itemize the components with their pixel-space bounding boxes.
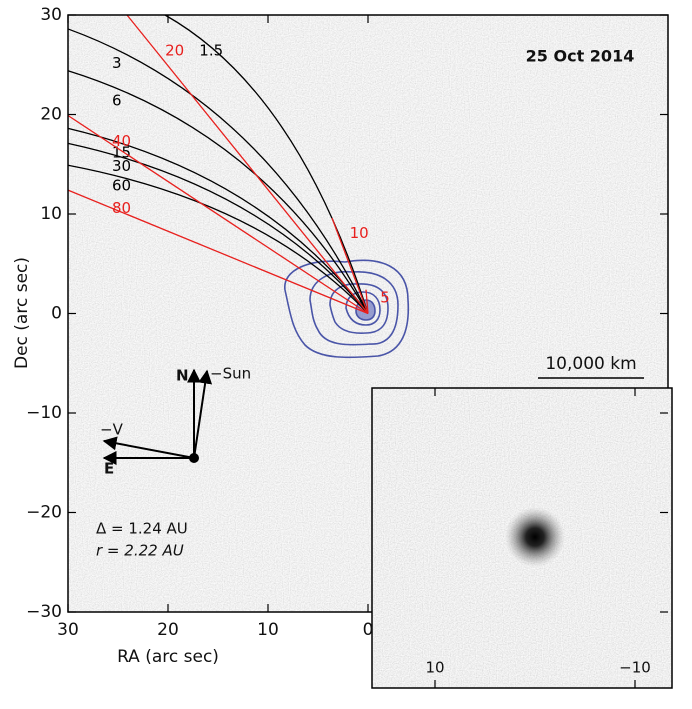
model-line	[67, 164, 369, 314]
inset-frame	[371, 387, 673, 689]
compass	[102, 368, 213, 465]
sun-label: −Sun	[210, 365, 251, 383]
ticks: 30 20 10 0 30 20 10 0 −10 −20 −30 10 −10	[26, 5, 668, 688]
velocity-label: −V	[100, 421, 124, 439]
inset-x-tick-label: −10	[619, 659, 651, 677]
x-tick-label: 20	[157, 620, 179, 640]
x-tick-label: 30	[57, 620, 79, 640]
y-tick-label: 10	[40, 204, 62, 224]
model-line	[365, 289, 369, 314]
line-label: 80	[112, 199, 131, 217]
model-line	[67, 142, 369, 314]
scale-bar-label: 10,000 km	[545, 354, 636, 374]
line-label: 10	[350, 224, 369, 242]
line-label: 40	[112, 132, 131, 150]
y-tick-label: 30	[40, 5, 62, 25]
x-tick-label: 0	[363, 620, 374, 640]
line-label: 20	[165, 41, 184, 59]
model-line	[126, 14, 369, 314]
date-label: 25 Oct 2014	[526, 47, 635, 66]
model-line	[331, 217, 369, 314]
model-line	[67, 28, 369, 314]
inset	[371, 387, 673, 689]
line-label: 6	[112, 91, 122, 109]
line-label: 60	[112, 177, 131, 195]
y-tick-label: −30	[26, 602, 62, 622]
x-axis-label: RA (arc sec)	[117, 647, 219, 667]
y-tick-label: −10	[26, 403, 62, 423]
r-note: r = 2.22 AU	[96, 542, 184, 560]
delta-note: Δ = 1.24 AU	[96, 520, 188, 538]
model-line	[67, 70, 369, 314]
model-line	[67, 114, 369, 315]
x-tick-label: 10	[257, 620, 279, 640]
y-tick-label: 20	[40, 105, 62, 125]
east-label: E	[104, 460, 114, 478]
inset-nucleus	[505, 507, 565, 567]
model-line	[67, 127, 369, 314]
line-label: 1.5	[199, 41, 223, 59]
inset-x-tick-label: 10	[425, 659, 444, 677]
y-tick-label: 0	[51, 304, 62, 324]
y-tick-label: −20	[26, 503, 62, 523]
line-label: 3	[112, 54, 122, 72]
model-line	[164, 14, 369, 314]
model-line	[67, 189, 369, 315]
line-label: 5	[380, 289, 390, 307]
north-label: N	[176, 367, 189, 385]
line-label: 30	[112, 157, 131, 175]
y-axis-label: Dec (arc sec)	[12, 257, 32, 369]
